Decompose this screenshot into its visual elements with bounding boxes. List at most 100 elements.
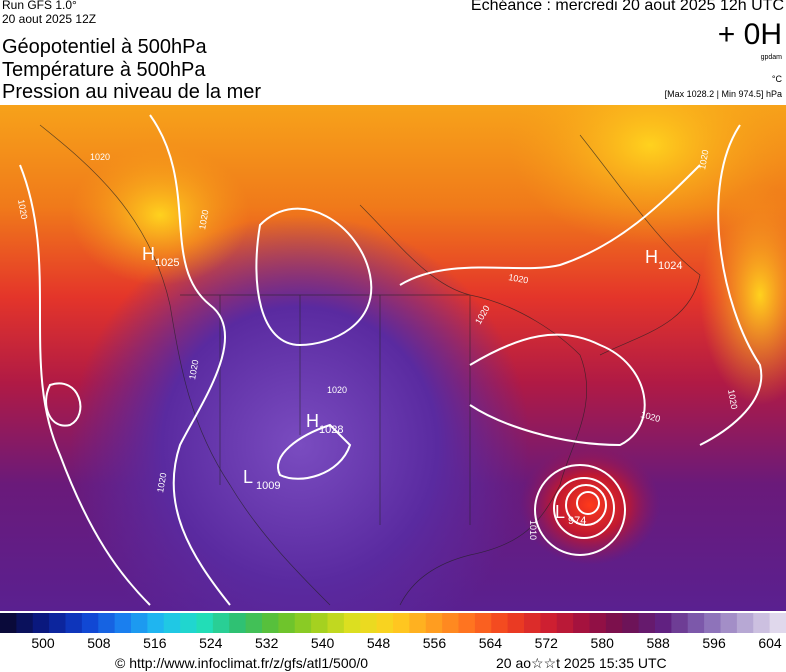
colorbar-swatch [49,613,66,633]
isobar-label: 1020 [508,272,529,285]
title: Température à 500hPa [2,59,206,81]
colorbar-swatch [720,613,738,633]
colorbar-swatch [655,613,672,633]
colorbar-label: 596 [702,635,726,651]
colorbar-swatch [65,613,83,633]
pressure-center-value: 1028 [319,424,343,436]
colorbar-swatch [687,613,705,633]
unit-gpdam: gpdam [760,54,782,61]
isobar-label: 1020 [197,209,210,230]
isobar-label: 1020 [327,385,347,395]
colorbar-swatch [573,613,590,633]
colorbar-swatch [262,613,279,633]
warm-area [70,145,250,285]
pressure-center-value: 974 [568,515,586,527]
colorbar-label: 516 [143,635,167,651]
colorbar-swatch [507,613,525,633]
colorbar-swatch [605,613,623,633]
pressure-range: [Max 1028.2 | Min 974.5] hPa [664,89,782,99]
colorbar-swatch [753,613,771,633]
isobar-label: 1020 [90,152,110,162]
pressure-center-letter: L [243,467,253,487]
colorbar-swatch [245,613,263,633]
colorbar-swatch [425,613,443,633]
offset: + 0H [717,18,782,51]
colorbar-swatch [524,613,541,633]
colorbar-swatch [229,613,247,633]
colorbar-swatch [769,613,786,633]
colorbar-swatch [147,613,165,633]
colorbar-swatch [736,613,754,633]
colorbar [0,613,786,633]
colorbar-label: 508 [87,635,111,651]
colorbar-swatch [442,613,459,633]
colorbar-swatch [474,613,492,633]
warm-area [700,185,786,405]
pressure-center-letter: H [306,411,319,431]
colorbar-swatch [32,613,50,633]
colorbar-swatch [163,613,181,633]
colorbar-label: 564 [478,635,503,651]
title: Pression au niveau de la mer [2,81,262,103]
colorbar-swatch [343,613,361,633]
isobar-label: 1020 [697,149,710,170]
colorbar-label: 532 [255,635,279,651]
footer-generated: 20 ao☆☆t 2025 15:35 UTC [496,655,667,671]
isobars [19,114,763,606]
colorbar-label: 604 [758,635,782,651]
pressure-center-letter: H [645,247,658,267]
pressure-center-value: 1009 [256,480,280,492]
colorbar-label: 556 [422,635,447,651]
colorbar-swatch [360,613,378,633]
coastlines [39,124,701,606]
pressure-center-letter: H [142,244,155,264]
pressure-center-value: 1024 [658,260,682,272]
colorbar-swatch [327,613,345,633]
colorbar-swatch [622,613,640,633]
colorbar-swatch [671,613,689,633]
colorbar-label: 572 [534,635,558,651]
colorbar-swatch [458,613,476,633]
colorbar-label: 500 [31,635,55,651]
colorbar-label: 540 [310,635,335,651]
colorbar-swatch [81,613,99,633]
colorbar-swatch [589,613,607,633]
colorbar-swatch [491,613,509,633]
colorbar-swatch [409,613,427,633]
pressure-center-value: 1025 [155,257,179,269]
colorbar-swatch [180,613,197,633]
storm-core [520,445,660,565]
deadline: Echéance : mercredi 20 aout 2025 12h UTC [470,0,784,14]
colorbar-swatch [540,613,558,633]
colorbar-swatch [16,613,34,633]
pressure-center-letter: L [555,502,565,522]
title: Géopotentiel à 500hPa [2,36,207,58]
colorbar-swatch [212,613,230,633]
colorbar-swatch [114,613,132,633]
colorbar-swatch [704,613,721,633]
colorbar-label: 580 [590,635,614,651]
colorbar-swatch [311,613,328,633]
colorbar-swatch [393,613,410,633]
isobar-label: 1010 [528,520,538,540]
colorbar-swatch [98,613,116,633]
isobar-label: 1020 [155,472,168,493]
colorbar-swatch [131,613,148,633]
colorbar-swatch [556,613,574,633]
run-label: Run GFS 1.0° [2,0,77,12]
colorbar-swatch [376,613,394,633]
colorbar-swatch [278,613,296,633]
colorbar-swatch [196,613,214,633]
colorbar-label: 588 [646,635,670,651]
footer-source: © http://www.infoclimat.fr/z/gfs/atl1/50… [115,655,369,671]
unit-temp: °C [771,74,782,84]
run-date: 20 aout 2025 12Z [2,12,97,26]
colorbar-swatch [638,613,656,633]
warm-area [510,105,786,245]
colorbar-swatch [294,613,312,633]
colorbar-label: 524 [199,635,223,651]
colorbar-label: 548 [366,635,391,651]
colorbar-swatch [0,613,17,633]
